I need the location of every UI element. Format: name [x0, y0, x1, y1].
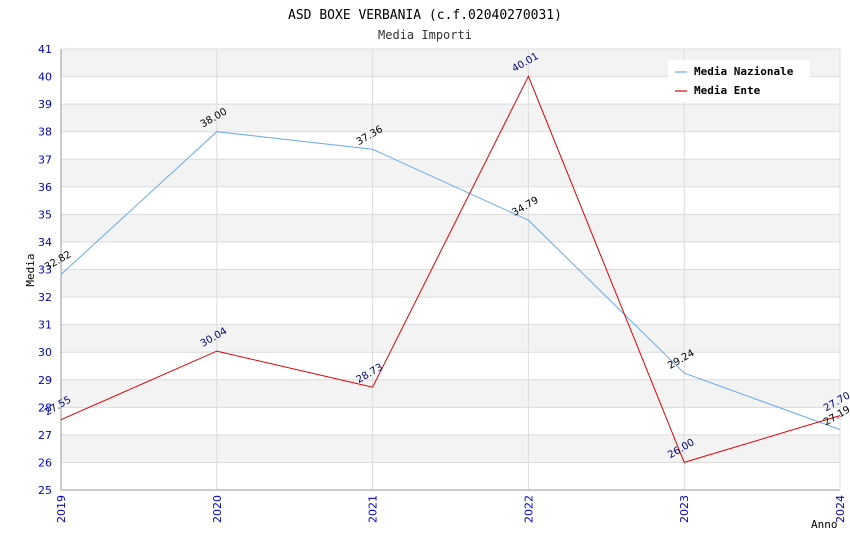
plot-background — [61, 49, 840, 463]
y-tick-label: 37 — [38, 153, 52, 166]
series-lines — [60, 75, 841, 464]
chart-subtitle: Media Importi — [378, 28, 472, 42]
y-tick-label: 30 — [38, 346, 52, 359]
y-tick-label: 36 — [38, 181, 52, 194]
legend-label-media-nazionale: Media Nazionale — [694, 65, 794, 78]
y-axis-label: Media — [24, 253, 37, 286]
x-tick-label: 2021 — [367, 495, 380, 523]
plot-band — [61, 269, 840, 298]
x-tick-label: 2024 — [834, 495, 847, 523]
plot-band — [61, 159, 840, 187]
plot-band — [61, 379, 840, 408]
y-tick-label: 29 — [38, 374, 52, 387]
axes — [60, 49, 840, 491]
legend: Media Nazionale Media Ente — [668, 60, 810, 102]
y-tick-label: 26 — [38, 456, 52, 469]
y-tick-label: 34 — [38, 236, 52, 249]
y-tick-label: 38 — [38, 126, 52, 139]
y-tick-label: 41 — [38, 43, 52, 56]
plot-band — [61, 434, 840, 463]
plot-band — [61, 324, 840, 353]
series-line-media-ente — [60, 75, 841, 464]
y-tick-label: 33 — [38, 264, 52, 277]
x-tick-label: 2023 — [678, 495, 691, 523]
legend-label-media-ente: Media Ente — [694, 84, 761, 97]
y-tick-labels: 25 26 27 28 29 30 31 32 33 34 35 36 37 38 39 40 41 — [38, 43, 52, 497]
chart-title: ASD BOXE VERBANIA (c.f.02040270031) — [288, 8, 562, 23]
y-tick-label: 32 — [38, 291, 52, 304]
y-tick-label: 35 — [38, 208, 52, 221]
series-line-media-nazionale — [60, 131, 841, 431]
y-tick-label: 31 — [38, 319, 52, 332]
y-tick-label: 40 — [38, 71, 52, 84]
y-tick-label: 25 — [38, 484, 52, 497]
y-tick-label: 27 — [38, 429, 52, 442]
plot-band — [61, 214, 840, 242]
grid-lines — [60, 48, 841, 491]
data-label: 27.55 — [43, 394, 73, 418]
x-axis-label: Anno — [811, 518, 838, 531]
x-tick-label: 2022 — [522, 495, 535, 523]
legend-box — [668, 60, 810, 102]
x-tick-label: 2019 — [55, 495, 68, 523]
plot-band — [61, 104, 840, 132]
y-tick-label: 28 — [38, 401, 52, 414]
x-tick-labels: 2019 2020 2021 2022 2023 2024 — [55, 495, 847, 523]
y-tick-label: 39 — [38, 98, 52, 111]
x-tick-label: 2020 — [211, 495, 224, 523]
